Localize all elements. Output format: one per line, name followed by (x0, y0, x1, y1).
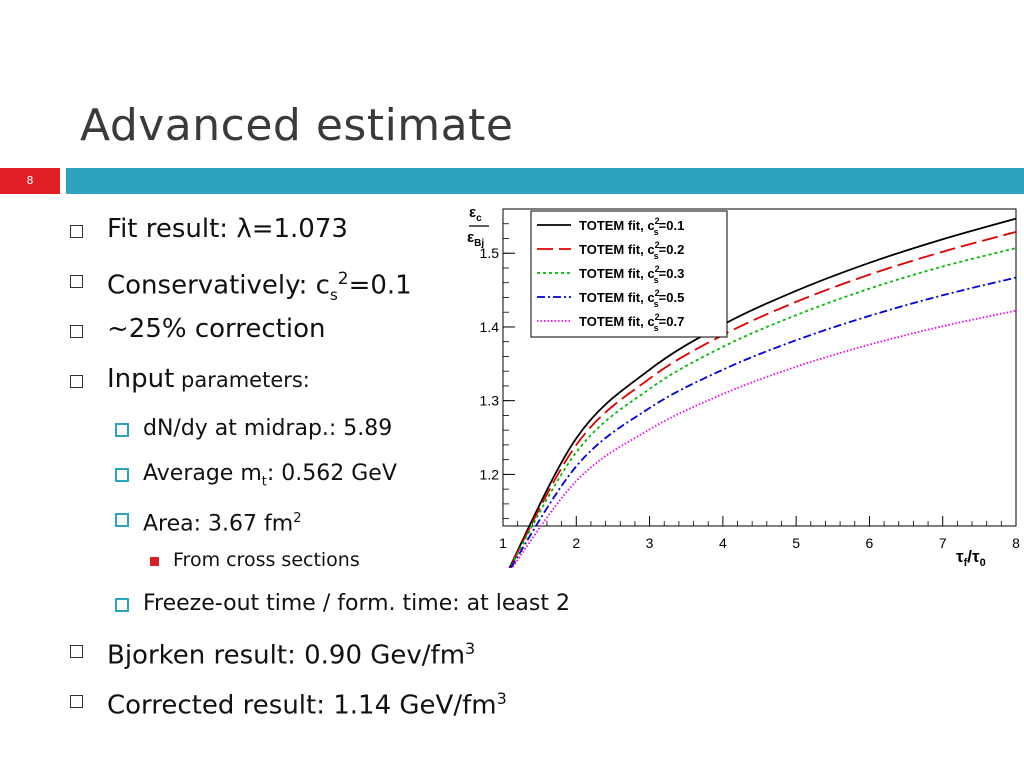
x-tick-label: 3 (646, 535, 654, 551)
sub-bullet-dndy: dN/dy at midrap.: 5.89 (70, 408, 690, 453)
slide-title: Advanced estimate (80, 100, 514, 151)
y-tick-label: 1.5 (480, 245, 500, 261)
bullet-bjorken-result: Bjorken result: 0.90 Gev/fm3 (70, 628, 690, 678)
sub-bullet-average-mt: Average mt: 0.562 GeV (70, 453, 690, 498)
chart-curves (502, 217, 1017, 582)
bullet-square-icon (70, 275, 83, 288)
y-tick-label: 1.4 (480, 319, 500, 335)
legend-label: TOTEM fit, c2 s=0.1 (579, 216, 684, 237)
sub-bullet-square-icon (115, 468, 129, 482)
y-tick-label: 1.2 (480, 466, 500, 482)
series-line-cs2-0.7 (502, 309, 1017, 582)
sub-bullet-area: Area: 3.67 fm2 (70, 498, 690, 543)
x-tick-label: 8 (1012, 535, 1020, 551)
svg-text:εc: εc (469, 204, 482, 224)
x-tick-label: 5 (792, 535, 800, 551)
chart-legend: TOTEM fit, c2 s=0.1 TOTEM fit, c2 s=0.2 TOTE… (530, 210, 728, 338)
series-line-cs2-0.1 (502, 217, 1017, 582)
x-tick-label: 4 (719, 535, 727, 551)
bullet-corrected-result: Corrected result: 1.14 GeV/fm3 (70, 678, 690, 728)
bullet-square-icon (70, 225, 83, 238)
legend-box (530, 210, 728, 338)
bullet-square-icon (70, 375, 83, 388)
bullet-input-parameters: Input parameters: (70, 358, 690, 408)
legend-label: TOTEM fit, c2 s=0.2 (579, 240, 684, 261)
chart-axes: 1 2 3 4 5 6 7 8 1.2 1.3 1.4 1.5 (480, 208, 1020, 551)
x-axis-label: τf/τ0 (956, 547, 986, 569)
series-line-cs2-0.5 (502, 276, 1017, 582)
slide-number: 8 (0, 168, 60, 194)
sub-bullet-square-icon (115, 423, 129, 437)
y-tick-label: 1.3 (480, 393, 500, 409)
sub-bullet-square-icon (115, 598, 129, 612)
svg-text:τf/τ0: τf/τ0 (956, 547, 986, 568)
bullet-correction: ~25% correction (70, 308, 690, 358)
bullet-square-icon (70, 325, 83, 338)
legend-label: TOTEM fit, c2 s=0.3 (579, 264, 684, 285)
legend-label: TOTEM fit, c2 s=0.5 (579, 288, 684, 309)
sub-bullet-square-icon (115, 513, 129, 527)
series-line-cs2-0.3 (502, 247, 1017, 582)
y-axis-label: εc εBj (467, 204, 489, 249)
sub-bullet-freeze-out: Freeze-out time / form. time: at least 2 (70, 583, 690, 628)
x-tick-label: 1 (499, 535, 507, 551)
red-square-bullet-icon (150, 557, 159, 566)
plot-frame (502, 208, 1017, 527)
bullet-list: Fit result: λ=1.073 Conservatively: cs2=… (70, 208, 690, 728)
x-tick-label: 6 (866, 535, 874, 551)
bullet-square-icon (70, 645, 83, 658)
x-tick-label: 2 (572, 535, 580, 551)
energy-density-ratio-chart: 1 2 3 4 5 6 7 81.21.31.41.5 TOTEM fit, c2 s=0.1T… (467, 204, 1020, 582)
chart-panel: 1 2 3 4 5 6 7 8 1.2 1.3 1.4 1.5 TOTEM fit, c2 s=0.1 T… (463, 197, 1024, 582)
bullet-conservatively: Conservatively: cs2=0.1 (70, 258, 690, 308)
title-divider-bar (66, 168, 1024, 194)
sub-sub-bullet-cross-sections: From cross sections (70, 543, 690, 583)
bullet-fit-result: Fit result: λ=1.073 (70, 208, 690, 258)
x-tick-label: 7 (939, 535, 947, 551)
series-line-cs2-0.2 (502, 230, 1017, 582)
bullet-square-icon (70, 695, 83, 708)
svg-text:εBj: εBj (467, 229, 484, 249)
legend-label: TOTEM fit, c2 s=0.7 (579, 312, 684, 333)
